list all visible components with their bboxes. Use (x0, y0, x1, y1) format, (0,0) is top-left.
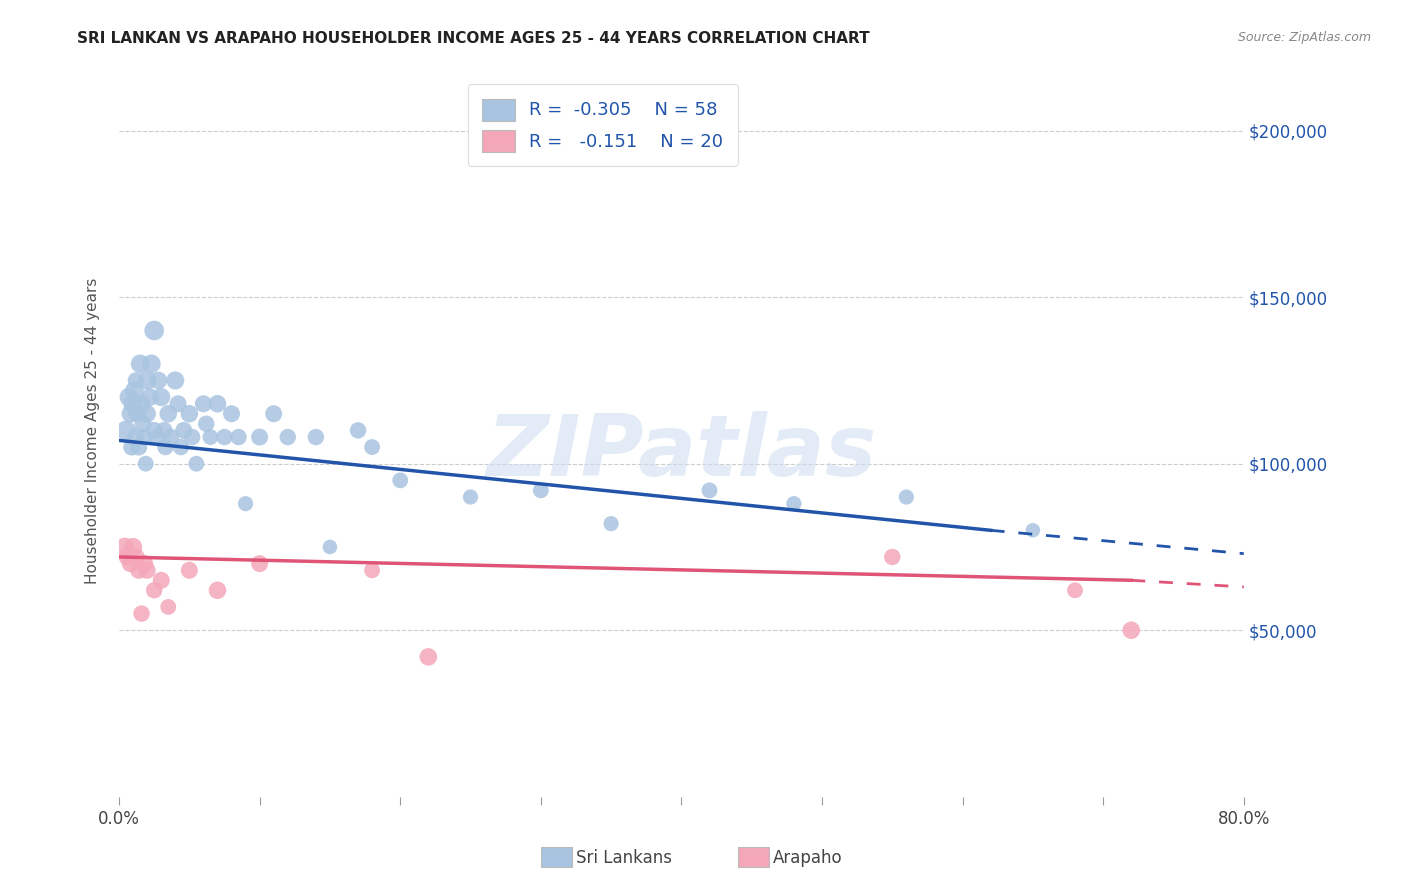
Point (179, 563, 201, 577)
Point (1022, 524, 1045, 538)
Point (118, 390, 141, 404)
Point (136, 407, 159, 421)
Point (148, 374, 170, 388)
Point (389, 474, 412, 488)
Point (200, 430, 222, 444)
Point (143, 424, 166, 438)
Point (127, 407, 149, 421)
Point (125, 430, 148, 444)
Point (155, 440, 177, 454)
Point (214, 430, 236, 444)
Point (136, 563, 159, 577)
Point (167, 397, 190, 411)
Point (128, 563, 150, 577)
Point (122, 540, 145, 554)
Text: ZIPatlas: ZIPatlas (486, 411, 876, 494)
Point (1064, 583, 1087, 598)
Point (193, 397, 215, 411)
Point (699, 483, 721, 498)
Point (173, 424, 195, 438)
Point (131, 397, 153, 411)
Point (132, 417, 155, 431)
Point (347, 424, 370, 438)
Point (120, 407, 142, 421)
Point (135, 457, 157, 471)
Point (131, 607, 153, 621)
Text: Source: ZipAtlas.com: Source: ZipAtlas.com (1237, 31, 1371, 45)
Point (305, 430, 328, 444)
Point (530, 483, 553, 498)
Point (600, 516, 623, 531)
Point (195, 417, 218, 431)
Point (117, 549, 139, 564)
Point (143, 583, 166, 598)
Point (207, 397, 229, 411)
Point (221, 407, 243, 421)
Point (460, 490, 482, 504)
Point (186, 457, 208, 471)
Point (179, 407, 201, 421)
Y-axis label: Householder Income Ages 25 - 44 years: Householder Income Ages 25 - 44 years (86, 277, 100, 583)
Point (150, 390, 173, 404)
Point (128, 440, 150, 454)
Point (228, 430, 250, 444)
Point (146, 430, 169, 444)
Point (160, 430, 183, 444)
Point (134, 557, 156, 571)
Point (120, 557, 142, 571)
Legend: R =  -0.305    N = 58, R =   -0.151    N = 20: R = -0.305 N = 58, R = -0.151 N = 20 (468, 84, 738, 166)
Point (124, 384, 146, 398)
Point (157, 599, 180, 614)
Point (170, 440, 193, 454)
Point (153, 424, 176, 438)
Point (134, 430, 156, 444)
Point (361, 440, 384, 454)
Point (143, 324, 166, 338)
Point (319, 540, 342, 554)
Point (235, 497, 257, 511)
Point (121, 440, 143, 454)
Point (418, 649, 440, 664)
Text: Arapaho: Arapaho (773, 849, 844, 867)
Point (141, 357, 163, 371)
Point (249, 430, 271, 444)
Point (361, 563, 384, 577)
Point (165, 374, 187, 388)
Point (1121, 624, 1143, 638)
Point (114, 540, 136, 554)
Point (150, 574, 173, 588)
Point (882, 549, 904, 564)
Text: SRI LANKAN VS ARAPAHO HOUSEHOLDER INCOME AGES 25 - 44 YEARS CORRELATION CHART: SRI LANKAN VS ARAPAHO HOUSEHOLDER INCOME… (77, 31, 870, 46)
Point (249, 557, 271, 571)
Point (181, 430, 204, 444)
Point (157, 407, 180, 421)
Point (136, 374, 159, 388)
Point (207, 583, 229, 598)
Point (125, 374, 148, 388)
Point (263, 407, 285, 421)
Point (783, 497, 806, 511)
Point (896, 490, 918, 504)
Point (122, 397, 145, 411)
Point (125, 549, 148, 564)
Point (115, 424, 138, 438)
Text: Sri Lankans: Sri Lankans (576, 849, 672, 867)
Point (277, 430, 299, 444)
Point (129, 357, 152, 371)
Point (139, 390, 162, 404)
